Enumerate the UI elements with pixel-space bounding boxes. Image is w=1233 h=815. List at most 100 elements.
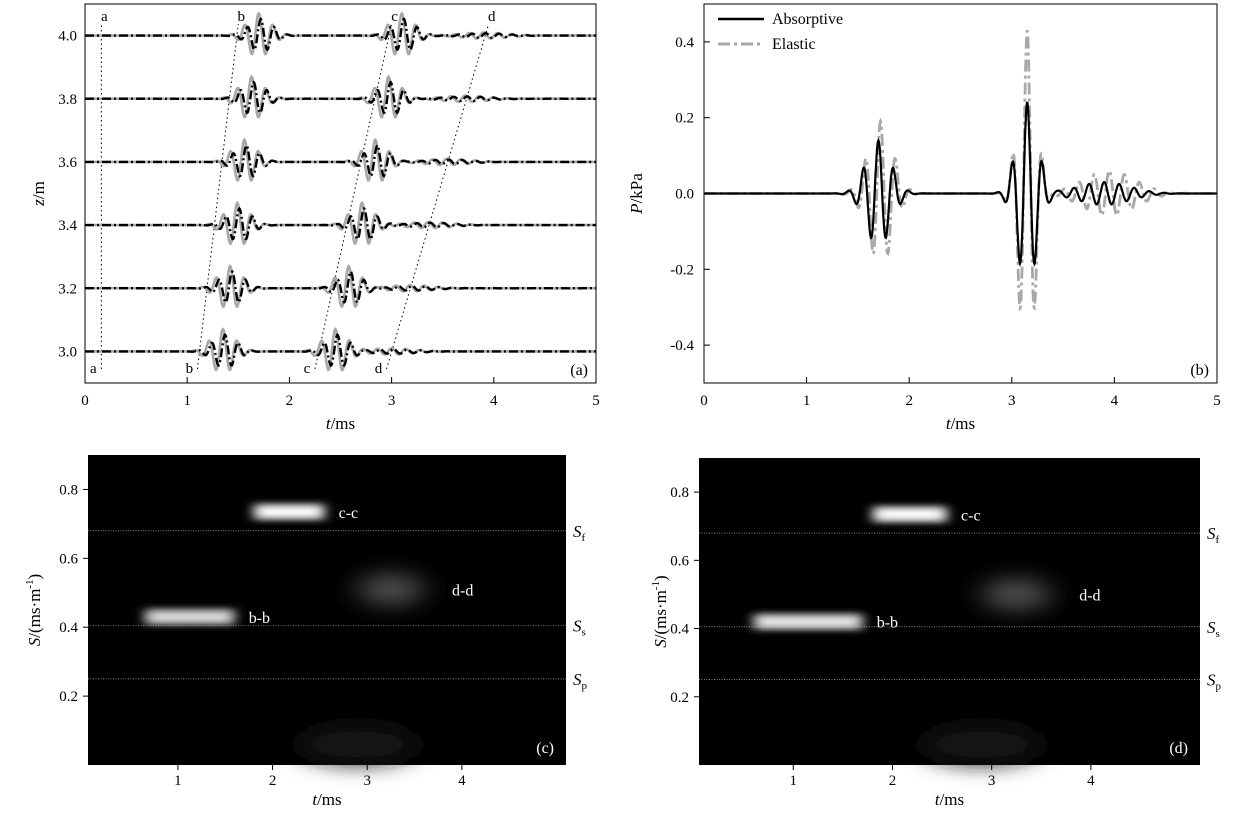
trace-elastic [85, 11, 596, 56]
energy-blob-b-b [148, 611, 231, 622]
y-tick-label: 3.6 [58, 155, 77, 171]
heatmap-background [699, 458, 1200, 765]
marker-line-d [386, 23, 490, 370]
y-tick-label: 0.8 [670, 485, 689, 501]
marker-label-bottom-a: a [90, 361, 97, 377]
x-tick-label: 3 [388, 393, 396, 409]
marker-label-bottom-c: c [304, 361, 311, 377]
energy-blob-d-d [981, 578, 1052, 611]
x-tick-label: 2 [269, 773, 277, 789]
blob-label-b-b: b-b [249, 610, 270, 627]
legend-label: Elastic [772, 36, 816, 53]
trace-elastic [85, 74, 596, 119]
trace-absorptive [85, 333, 596, 367]
ref-label-f: Sf [573, 522, 586, 544]
trace-elastic [85, 200, 596, 246]
y-tick-label: 0.4 [59, 620, 78, 636]
energy-blob-b-b [757, 616, 859, 627]
series-absorptive [704, 101, 1217, 267]
blob-label-d-d: d-d [452, 582, 473, 599]
energy-blob-c-c [257, 506, 321, 517]
marker-label-top-d: d [488, 9, 496, 25]
panel-c: b-b c-c d-d Sf Ss Sp 1 2 3 4 0.2 0.4 0.6 0.8 t/ms S/(ms… [24, 455, 588, 809]
marker-label-bottom-b: b [186, 361, 194, 377]
ref-label-p: Sp [1207, 671, 1222, 693]
x-tick-label: 4 [1087, 773, 1095, 789]
y-tick-label: 0.4 [670, 622, 689, 638]
panel-tag: (a) [570, 362, 588, 379]
energy-blob-faint [297, 724, 418, 765]
trace-absorptive [85, 80, 596, 115]
y-tick-label: 0.6 [670, 553, 689, 569]
x-tick-label: 1 [789, 773, 797, 789]
blob-label-b-b: b-b [877, 615, 898, 632]
y-axis-title: S/(ms·m-1) [650, 575, 670, 647]
x-tick-label: 4 [1111, 393, 1119, 409]
x-tick-label: 2 [286, 393, 294, 409]
y-tick-label: -0.4 [670, 338, 694, 354]
x-tick-label: 2 [889, 773, 897, 789]
energy-blob-c-c [876, 509, 944, 520]
y-axis-title: z/m [29, 181, 48, 207]
trace-absorptive [85, 17, 596, 52]
x-axis-title: t/ms [312, 790, 341, 809]
marker-label-top-c: c [391, 9, 398, 25]
x-tick-label: 5 [1213, 393, 1221, 409]
y-axis-title: P/kPa [627, 173, 646, 215]
blob-label-d-d: d-d [1079, 587, 1100, 604]
plot-frame [84, 3, 597, 384]
x-tick-label: 3 [988, 773, 996, 789]
y-tick-label: 3.4 [58, 218, 77, 234]
y-tick-label: -0.2 [670, 262, 694, 278]
y-tick-label: 4.0 [58, 29, 77, 45]
legend-label: Absorptive [772, 11, 843, 28]
marker-line-c [314, 23, 393, 370]
trace-absorptive [85, 143, 596, 178]
x-axis-title: t/ms [946, 414, 975, 433]
x-tick-label: 3 [1008, 393, 1016, 409]
x-tick-label: 3 [363, 773, 371, 789]
ref-label-f: Sf [1207, 524, 1220, 546]
ref-label-s: Ss [1207, 618, 1220, 640]
x-tick-label: 5 [592, 393, 600, 409]
marker-label-top-b: b [238, 9, 246, 25]
x-tick-label: 4 [458, 773, 466, 789]
marker-label-bottom-d: d [375, 361, 383, 377]
trace-absorptive [85, 270, 596, 304]
x-tick-label: 2 [905, 393, 913, 409]
panel-a: 0 1 2 3 4 5 3.0 3.2 3.4 3.6 3.8 4.0 t/ms z/m a a b b c c d d (… [29, 3, 600, 433]
blob-label-c-c: c-c [961, 507, 981, 524]
panel-b: 0 1 2 3 4 5 -0.4 -0.2 0.0 0.2 0.4 t/ms P/kPa Absorpti… [627, 3, 1221, 433]
x-tick-label: 1 [803, 393, 811, 409]
x-tick-label: 0 [81, 393, 89, 409]
panel-tag: (b) [1190, 362, 1209, 379]
y-tick-label: 0.8 [59, 482, 78, 498]
x-axis-title: t/ms [935, 790, 964, 809]
y-tick-label: 3.8 [58, 92, 77, 108]
y-tick-label: 0.6 [59, 551, 78, 567]
x-axis-title: t/ms [326, 414, 355, 433]
x-tick-label: 4 [490, 393, 498, 409]
y-tick-label: 0.2 [670, 690, 689, 706]
y-tick-label: 0.4 [675, 35, 694, 51]
ref-label-p: Sp [573, 670, 588, 692]
trace-absorptive [85, 206, 596, 241]
y-tick-label: 0.2 [675, 111, 694, 127]
marker-line-b [196, 23, 239, 370]
y-tick-label: 0.0 [675, 187, 694, 203]
panel-tag: (c) [536, 740, 554, 757]
y-tick-label: 3.0 [58, 344, 77, 360]
marker-label-top-a: a [101, 9, 108, 25]
energy-blob-faint [921, 724, 1042, 765]
series-elastic [704, 29, 1217, 312]
y-tick-label: 3.2 [58, 281, 77, 297]
blob-label-c-c: c-c [339, 505, 359, 522]
energy-blob-d-d [357, 573, 425, 606]
y-axis-title: S/(ms·m-1) [24, 574, 44, 646]
ref-label-s: Ss [573, 617, 586, 639]
x-tick-label: 1 [174, 773, 182, 789]
x-tick-label: 1 [183, 393, 191, 409]
panel-tag: (d) [1169, 740, 1188, 757]
x-tick-label: 0 [700, 393, 708, 409]
